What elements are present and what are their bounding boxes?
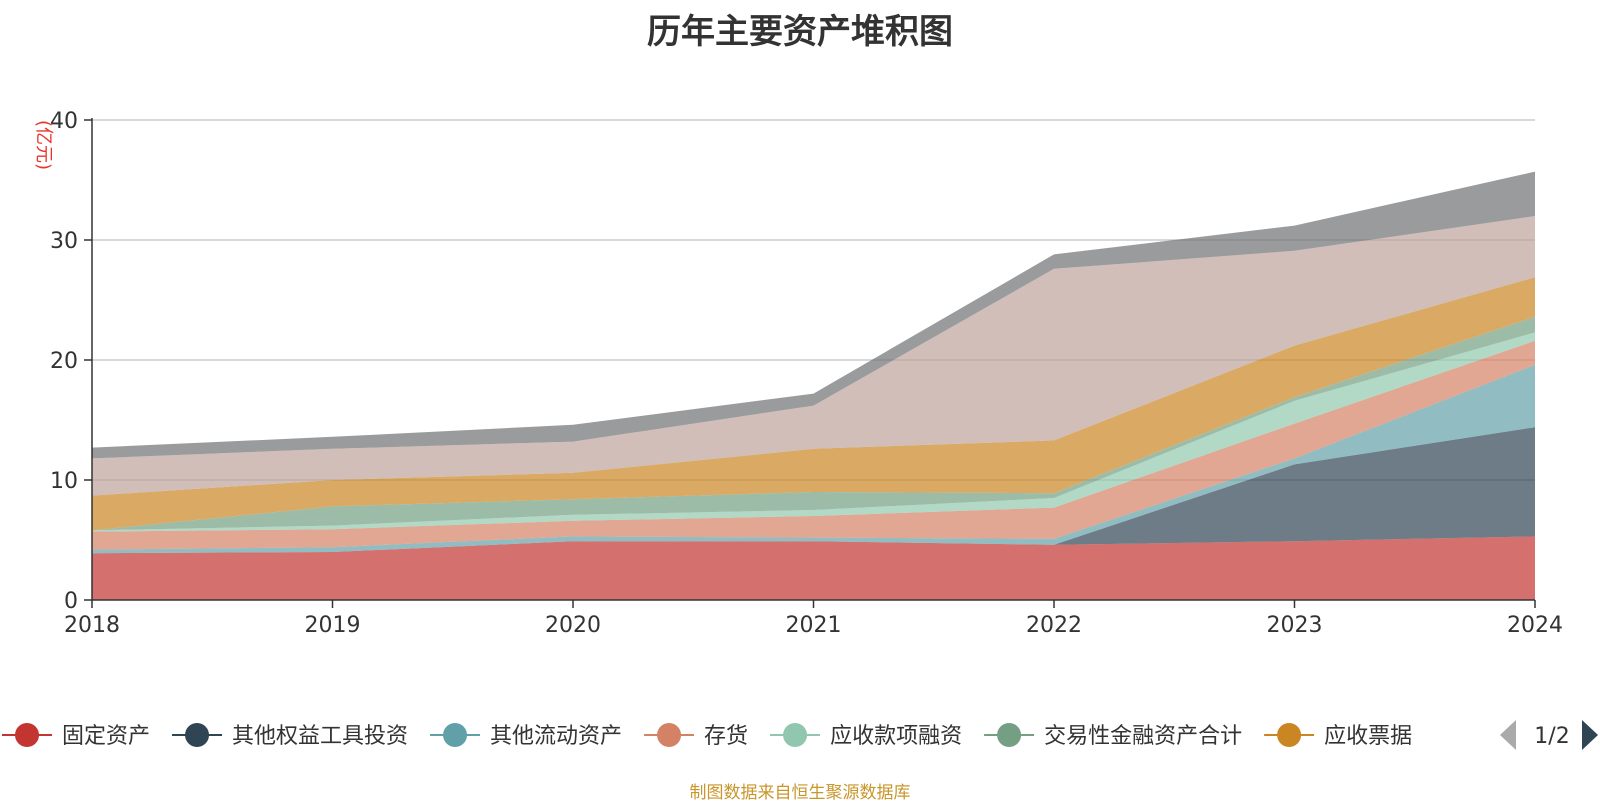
legend-item[interactable]: 应收票据 [1264, 723, 1412, 749]
legend-item[interactable]: 应收款项融资 [770, 723, 962, 749]
area-series-7[interactable] [92, 216, 1535, 496]
x-tick-label: 2020 [545, 613, 601, 638]
legend-marker [783, 723, 808, 747]
legend-label: 交易性金融资产合计 [1044, 724, 1242, 749]
legend-marker [15, 723, 39, 747]
legend-label: 应收票据 [1324, 724, 1412, 749]
x-tick-label: 2024 [1507, 613, 1563, 638]
legend-next-icon[interactable] [1582, 720, 1598, 750]
legend-label: 固定资产 [62, 724, 150, 749]
y-tick-label: 10 [50, 469, 78, 494]
y-tick-label: 0 [64, 589, 78, 614]
legend-marker [443, 723, 468, 747]
chart-title: 历年主要资产堆积图 [647, 12, 953, 52]
legend-label: 其他权益工具投资 [232, 724, 408, 749]
legend-prev-icon[interactable] [1500, 720, 1516, 750]
source-note: 制图数据来自恒生聚源数据库 [689, 783, 911, 803]
y-tick-label: 20 [50, 349, 78, 374]
axes: 0 10 20 30 40 2018 2019 2020 2021 2022 2023 2024 (亿元… [33, 109, 1563, 638]
legend-marker [185, 723, 210, 747]
y-tick-label: 40 [50, 109, 78, 134]
area-series-8[interactable] [92, 171, 1535, 459]
legend-page-indicator: 1/2 [1534, 724, 1569, 749]
legend-label: 存货 [704, 724, 748, 749]
area-series-6[interactable] [92, 277, 1535, 531]
legend-label: 应收款项融资 [830, 724, 962, 749]
legend-item[interactable]: 固定资产 [2, 723, 150, 749]
area-series-4[interactable] [92, 332, 1535, 532]
area-series-3[interactable] [92, 340, 1535, 550]
legend-label: 其他流动资产 [490, 724, 622, 749]
y-unit-label: (亿元) [33, 120, 54, 170]
legend-item[interactable]: 存货 [644, 723, 748, 749]
legend-marker [657, 723, 682, 747]
area-series-1[interactable] [92, 427, 1535, 554]
x-tick-label: 2022 [1026, 613, 1082, 638]
legend-marker [1277, 723, 1302, 747]
legend-item[interactable]: 交易性金融资产合计 [984, 723, 1242, 749]
x-tick-label: 2019 [305, 613, 361, 638]
legend-item[interactable]: 其他权益工具投资 [172, 723, 408, 749]
y-tick-label: 30 [50, 229, 78, 254]
legend-item[interactable]: 其他流动资产 [430, 723, 622, 749]
x-tick-label: 2018 [64, 613, 120, 638]
area-series-0[interactable] [92, 536, 1535, 600]
area-series-group [92, 171, 1535, 600]
x-tick-label: 2023 [1267, 613, 1323, 638]
x-tick-label: 2021 [786, 613, 842, 638]
legend-marker [997, 723, 1022, 747]
legend[interactable]: 固定资产 其他权益工具投资 其他流动资产 存货 应收款项融资 交易性金融资产合计 应收票据 1… [2, 720, 1598, 750]
